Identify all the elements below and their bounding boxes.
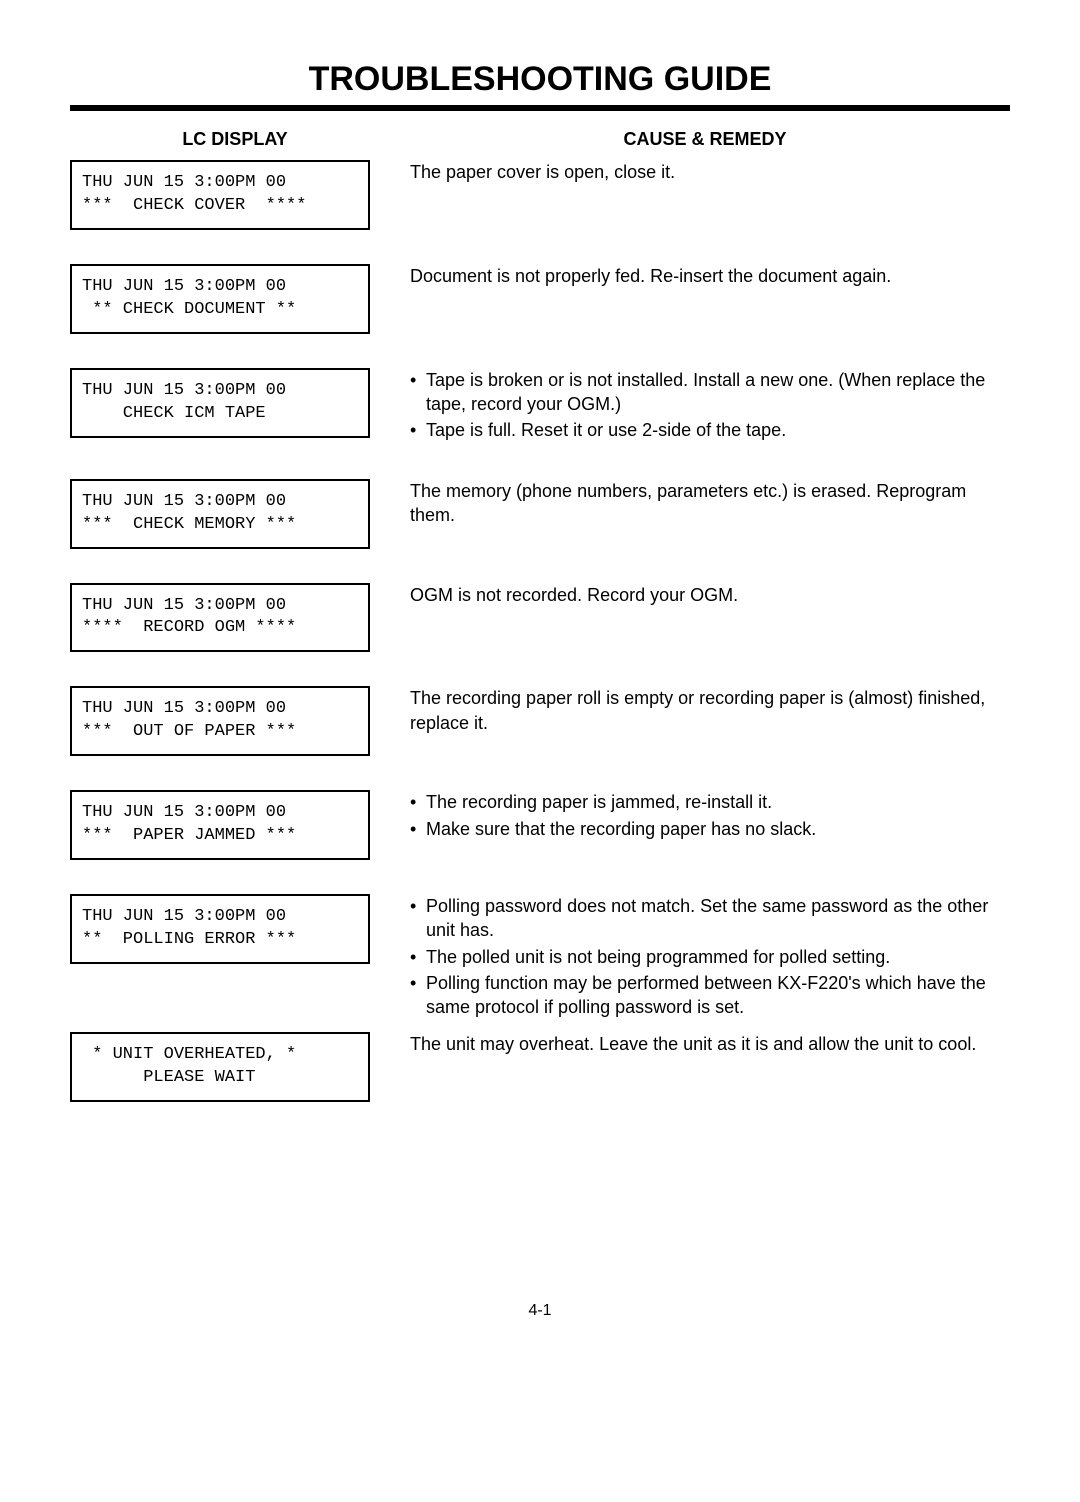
cause-remedy-header: CAUSE & REMEDY xyxy=(400,129,1010,150)
remedy-list: The recording paper is jammed, re-instal… xyxy=(410,790,1010,841)
remedy-text: The unit may overheat. Leave the unit as… xyxy=(370,1032,1010,1056)
table-row: * UNIT OVERHEATED, * PLEASE WAIT The uni… xyxy=(70,1032,1010,1102)
lc-display-box: THU JUN 15 3:00PM 00 ** POLLING ERROR **… xyxy=(70,894,370,964)
list-item: The polled unit is not being programmed … xyxy=(410,945,1010,969)
table-row: THU JUN 15 3:00PM 00 CHECK ICM TAPE Tape… xyxy=(70,368,1010,445)
lc-display-box: THU JUN 15 3:00PM 00 *** OUT OF PAPER **… xyxy=(70,686,370,756)
table-row: THU JUN 15 3:00PM 00 *** PAPER JAMMED **… xyxy=(70,790,1010,860)
lc-display-box: * UNIT OVERHEATED, * PLEASE WAIT xyxy=(70,1032,370,1102)
list-item: Tape is full. Reset it or use 2-side of … xyxy=(410,418,1010,442)
list-item: Make sure that the recording paper has n… xyxy=(410,817,1010,841)
list-item: Polling function may be performed betwee… xyxy=(410,971,1010,1020)
remedy-text: Document is not properly fed. Re-insert … xyxy=(370,264,1010,288)
remedy-text: The recording paper is jammed, re-instal… xyxy=(370,790,1010,843)
lc-display-header: LC DISPLAY xyxy=(70,129,400,150)
lc-display-box: THU JUN 15 3:00PM 00 CHECK ICM TAPE xyxy=(70,368,370,438)
remedy-text: The recording paper roll is empty or rec… xyxy=(370,686,1010,735)
lc-display-box: THU JUN 15 3:00PM 00 *** PAPER JAMMED **… xyxy=(70,790,370,860)
table-row: THU JUN 15 3:00PM 00 ** POLLING ERROR **… xyxy=(70,894,1010,1021)
list-item: Tape is broken or is not installed. Inst… xyxy=(410,368,1010,417)
remedy-list: Tape is broken or is not installed. Inst… xyxy=(410,368,1010,443)
column-headers: LC DISPLAY CAUSE & REMEDY xyxy=(70,129,1010,150)
remedy-text: The paper cover is open, close it. xyxy=(370,160,1010,184)
table-row: THU JUN 15 3:00PM 00 *** CHECK MEMORY **… xyxy=(70,479,1010,549)
table-row: THU JUN 15 3:00PM 00 **** RECORD OGM ***… xyxy=(70,583,1010,653)
remedy-text: OGM is not recorded. Record your OGM. xyxy=(370,583,1010,607)
remedy-text: Polling password does not match. Set the… xyxy=(370,894,1010,1021)
remedy-text: Tape is broken or is not installed. Inst… xyxy=(370,368,1010,445)
lc-display-box: THU JUN 15 3:00PM 00 ** CHECK DOCUMENT *… xyxy=(70,264,370,334)
page-number: 4-1 xyxy=(70,1302,1010,1320)
remedy-list: Polling password does not match. Set the… xyxy=(410,894,1010,1019)
title-rule xyxy=(70,105,1010,111)
lc-display-box: THU JUN 15 3:00PM 00 *** CHECK MEMORY **… xyxy=(70,479,370,549)
page-title: TROUBLESHOOTING GUIDE xyxy=(70,60,1010,99)
lc-display-box: THU JUN 15 3:00PM 00 **** RECORD OGM ***… xyxy=(70,583,370,653)
table-row: THU JUN 15 3:00PM 00 *** CHECK COVER ***… xyxy=(70,160,1010,230)
page: TROUBLESHOOTING GUIDE LC DISPLAY CAUSE &… xyxy=(0,0,1080,1360)
remedy-text: The memory (phone numbers, parameters et… xyxy=(370,479,1010,528)
table-row: THU JUN 15 3:00PM 00 *** OUT OF PAPER **… xyxy=(70,686,1010,756)
table-row: THU JUN 15 3:00PM 00 ** CHECK DOCUMENT *… xyxy=(70,264,1010,334)
lc-display-box: THU JUN 15 3:00PM 00 *** CHECK COVER ***… xyxy=(70,160,370,230)
list-item: Polling password does not match. Set the… xyxy=(410,894,1010,943)
list-item: The recording paper is jammed, re-instal… xyxy=(410,790,1010,814)
